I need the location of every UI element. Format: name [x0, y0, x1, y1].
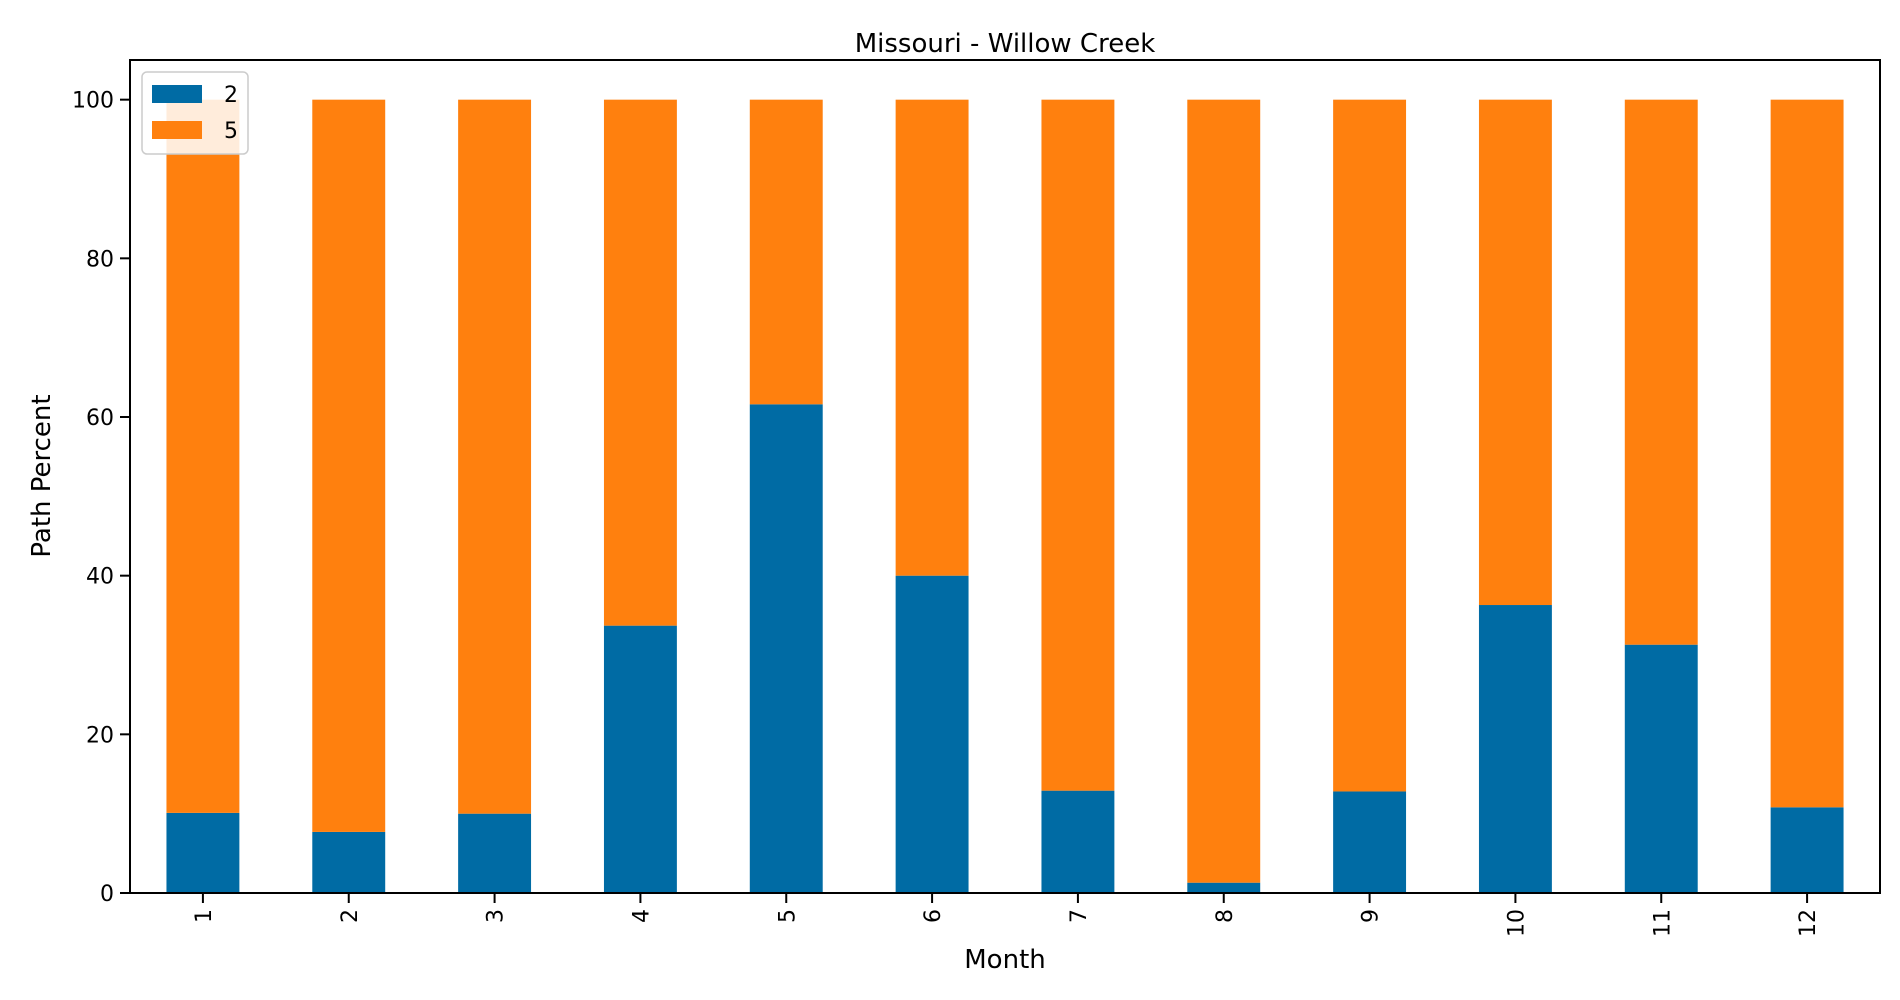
x-tick-label: 11: [1650, 909, 1675, 937]
x-tick-label: 3: [484, 909, 509, 923]
y-axis-label: Path Percent: [27, 394, 57, 557]
bar-series-2-month-4: [603, 625, 677, 893]
x-tick-label: 10: [1504, 909, 1529, 937]
bar-series-2-month-8: [1187, 882, 1261, 893]
bars-group: [166, 99, 1844, 893]
legend: 25: [141, 71, 249, 155]
x-tick-label: 8: [1213, 909, 1238, 923]
y-tick-label: 80: [86, 247, 114, 272]
legend-swatch-2: [152, 85, 202, 103]
y-axis: 0 20 40 60 80 100: [72, 89, 130, 907]
bar-series-5-month-3: [458, 99, 532, 814]
x-axis: 1 2 3 4 5 6 7 8 9 10 11 12: [192, 893, 1821, 937]
bar-series-2-month-6: [895, 575, 969, 893]
bar-series-2-month-12: [1770, 807, 1844, 893]
bar-series-2-month-3: [458, 813, 532, 893]
x-tick-label: 5: [775, 909, 800, 923]
bar-series-5-month-5: [749, 99, 823, 405]
y-tick-label: 60: [86, 406, 114, 431]
x-tick-label: 4: [629, 909, 654, 923]
x-tick-label: 7: [1067, 909, 1092, 923]
bar-series-2-month-7: [1041, 790, 1115, 893]
bar-series-5-month-2: [312, 99, 386, 832]
bar-series-5-month-7: [1041, 99, 1115, 791]
plot-frame: [129, 59, 1881, 894]
legend-label-5: 5: [224, 119, 238, 144]
bar-series-2-month-10: [1478, 605, 1552, 893]
legend-label-2: 2: [224, 83, 238, 108]
bar-series-5-month-11: [1624, 99, 1698, 645]
bar-series-2-month-1: [166, 812, 240, 893]
x-tick-label: 6: [921, 909, 946, 923]
bar-series-2-month-9: [1333, 791, 1407, 893]
x-tick-label: 1: [192, 909, 217, 923]
legend-swatch-5: [152, 121, 202, 139]
bar-series-5-month-6: [895, 99, 969, 576]
bar-series-5-month-1: [166, 99, 240, 813]
y-tick-label: 100: [72, 89, 114, 114]
bar-series-5-month-12: [1770, 99, 1844, 808]
bar-series-5-month-4: [603, 99, 677, 626]
bar-series-2-month-2: [312, 831, 386, 893]
y-tick-label: 40: [86, 565, 114, 590]
y-tick-label: 0: [100, 882, 114, 907]
bar-series-5-month-9: [1333, 99, 1407, 792]
bar-series-2-month-5: [749, 404, 823, 893]
bar-series-2-month-11: [1624, 644, 1698, 893]
y-tick-label: 20: [86, 723, 114, 748]
x-axis-label: Month: [964, 945, 1046, 975]
x-tick-label: 9: [1359, 909, 1384, 923]
bar-series-5-month-8: [1187, 99, 1261, 883]
x-tick-label: 12: [1796, 909, 1821, 937]
chart-title: Missouri - Willow Creek: [855, 29, 1156, 59]
bar-series-5-month-10: [1478, 99, 1552, 606]
x-tick-label: 2: [338, 909, 363, 923]
